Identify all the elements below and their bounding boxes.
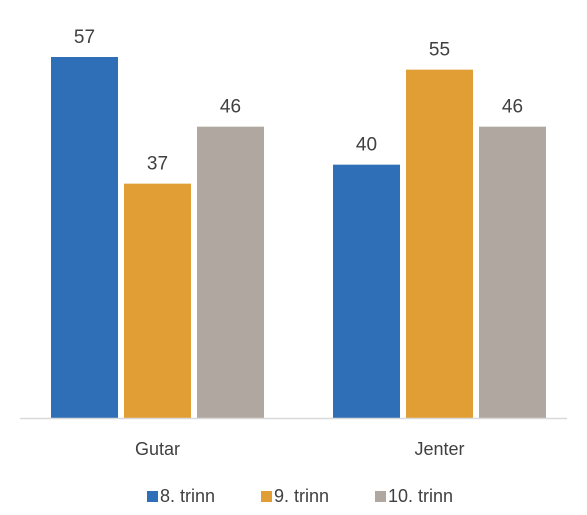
legend-swatch-series-2 [261, 491, 272, 502]
legend: 8. trinn 9. trinn 10. trinn [147, 486, 453, 506]
legend-label-series-1: 8. trinn [160, 486, 215, 506]
bar-gutar-series-2 [124, 183, 191, 418]
data-label-jenter-series-3: 46 [502, 97, 523, 118]
bar-jenter-series-3 [479, 126, 546, 419]
data-label-gutar-series-2: 37 [147, 154, 168, 175]
bar-jenter-series-1 [333, 164, 400, 418]
data-label-gutar-series-1: 57 [74, 27, 95, 48]
legend-label-series-3: 10. trinn [388, 486, 453, 506]
legend-swatch-series-3 [375, 491, 386, 502]
category-labels-layer: Gutar Jenter [135, 439, 465, 459]
data-label-jenter-series-1: 40 [356, 135, 377, 156]
category-label-gutar: Gutar [135, 439, 180, 459]
legend-swatch-series-1 [147, 491, 158, 502]
data-label-jenter-series-2: 55 [429, 40, 450, 61]
legend-label-series-2: 9. trinn [274, 486, 329, 506]
bar-gutar-series-1 [51, 57, 118, 418]
category-label-jenter: Jenter [414, 439, 464, 459]
data-labels-layer: 57 37 46 40 55 46 [74, 27, 523, 175]
data-label-gutar-series-3: 46 [220, 97, 241, 118]
bars-layer [51, 57, 546, 419]
bar-gutar-series-3 [197, 126, 264, 419]
bar-jenter-series-2 [406, 69, 473, 419]
